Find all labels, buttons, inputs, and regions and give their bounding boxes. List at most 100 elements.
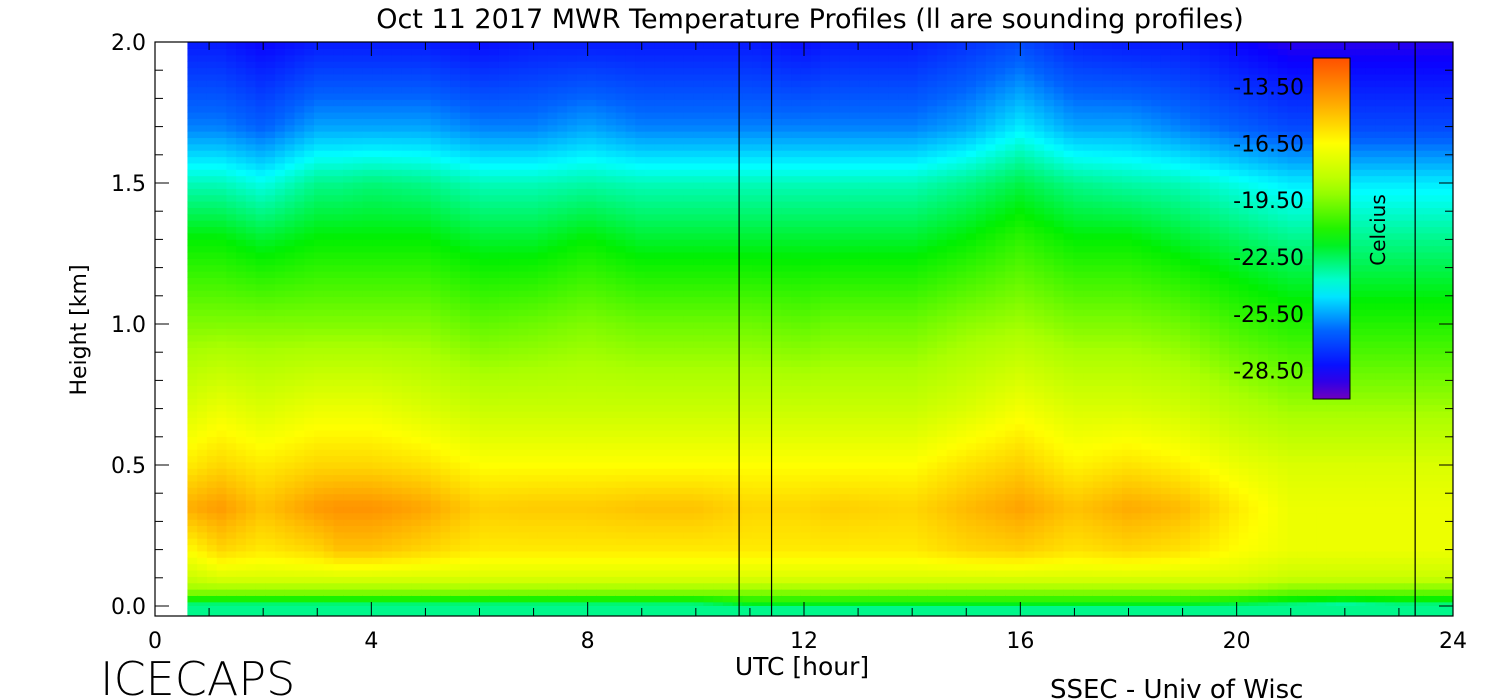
heatmap-cell	[508, 213, 520, 221]
heatmap-cell	[421, 461, 432, 469]
heatmap-cell	[528, 455, 539, 463]
heatmap-cell	[382, 156, 393, 164]
heatmap-cell	[654, 111, 666, 119]
heatmap-cell	[644, 239, 656, 247]
heatmap-cell	[275, 42, 286, 49]
heatmap-cell	[693, 576, 704, 584]
heatmap-cell	[275, 410, 286, 418]
heatmap-cell	[187, 258, 198, 266]
heatmap-cell	[197, 519, 208, 527]
heatmap-cell	[216, 150, 227, 158]
heatmap-cell	[421, 474, 432, 482]
heatmap-cell	[674, 410, 685, 418]
heatmap-cell	[635, 544, 646, 552]
heatmap-cell	[323, 48, 335, 56]
heatmap-cell	[508, 334, 520, 342]
heatmap-cell	[304, 550, 315, 558]
heatmap-cell	[333, 162, 344, 170]
heatmap-cell	[683, 576, 695, 584]
heatmap-cell	[479, 283, 490, 291]
heatmap-cell	[391, 334, 403, 342]
heatmap-cell	[314, 270, 325, 278]
heatmap-cell	[693, 309, 704, 317]
heatmap-cell	[664, 42, 675, 49]
heatmap-cell	[693, 328, 704, 336]
heatmap-cell	[713, 48, 724, 56]
heatmap-cell	[528, 569, 539, 577]
heatmap-cell	[206, 220, 218, 228]
heatmap-cell	[713, 360, 724, 367]
heatmap-cell	[187, 410, 198, 418]
heatmap-cell	[683, 410, 695, 418]
heatmap-cell	[489, 576, 500, 584]
heatmap-cell	[236, 188, 247, 196]
heatmap-cell	[635, 557, 646, 565]
heatmap-cell	[703, 86, 714, 94]
heatmap-cell	[362, 550, 374, 558]
heatmap-cell	[333, 188, 344, 196]
heatmap-cell	[479, 595, 490, 603]
heatmap-cell	[362, 347, 374, 355]
heatmap-cell	[382, 391, 393, 399]
heatmap-cell	[304, 321, 315, 329]
heatmap-cell	[245, 461, 257, 469]
heatmap-cell	[206, 264, 218, 272]
heatmap-cell	[226, 283, 237, 291]
heatmap-cell	[236, 461, 247, 469]
heatmap-cell	[576, 512, 588, 520]
heatmap-cell	[489, 251, 500, 259]
heatmap-cell	[654, 493, 666, 501]
heatmap-cell	[323, 525, 335, 533]
heatmap-cell	[722, 379, 734, 387]
heatmap-cell	[304, 512, 315, 520]
heatmap-cell	[284, 80, 296, 88]
heatmap-cell	[216, 73, 227, 81]
heatmap-cell	[362, 137, 374, 145]
heatmap-cell	[421, 360, 432, 367]
heatmap-cell	[596, 366, 607, 374]
heatmap-cell	[236, 582, 247, 590]
heatmap-cell	[421, 499, 432, 507]
heatmap-cell	[216, 353, 227, 361]
heatmap-cell	[644, 296, 656, 304]
heatmap-cell	[284, 86, 296, 94]
heatmap-cell	[460, 449, 471, 457]
heatmap-cell	[460, 538, 471, 546]
heatmap-cell	[683, 404, 695, 412]
heatmap-cell	[635, 398, 646, 406]
heatmap-cell	[479, 131, 490, 139]
heatmap-cell	[275, 340, 286, 348]
heatmap-cell	[255, 315, 266, 323]
heatmap-cell	[450, 589, 461, 596]
heatmap-cell	[314, 194, 325, 202]
heatmap-cell	[644, 563, 656, 571]
heatmap-cell	[606, 321, 617, 329]
heatmap-cell	[625, 302, 636, 310]
heatmap-cell	[596, 385, 607, 393]
heatmap-cell	[440, 391, 451, 399]
heatmap-cell	[498, 258, 510, 266]
heatmap-cell	[674, 576, 685, 584]
heatmap-cell	[567, 150, 578, 158]
heatmap-cell	[450, 226, 461, 234]
heatmap-cell	[683, 143, 695, 151]
heatmap-cell	[518, 302, 529, 310]
heatmap-cell	[255, 42, 266, 49]
heatmap-cell	[489, 569, 500, 577]
heatmap-cell	[469, 251, 481, 259]
heatmap-cell	[401, 309, 412, 317]
heatmap-cell	[528, 162, 539, 170]
heatmap-cell	[411, 474, 422, 482]
heatmap-cell	[674, 188, 685, 196]
heatmap-cell	[352, 417, 364, 425]
heatmap-cell	[294, 519, 305, 527]
heatmap-cell	[245, 360, 257, 367]
heatmap-cell	[362, 201, 374, 208]
heatmap-cell	[226, 277, 237, 285]
heatmap-cell	[674, 391, 685, 399]
heatmap-cell	[625, 213, 636, 221]
heatmap-cell	[343, 544, 354, 552]
heatmap-cell	[206, 334, 218, 342]
heatmap-cell	[265, 519, 276, 527]
heatmap-cell	[275, 417, 286, 425]
